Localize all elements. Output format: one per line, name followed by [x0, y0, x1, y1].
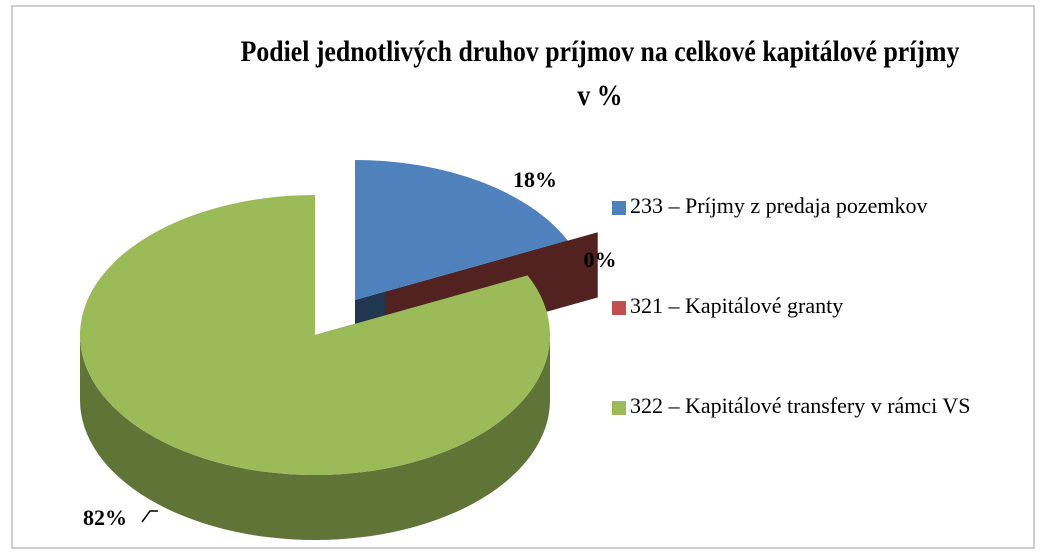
data-label: 0%: [584, 247, 617, 272]
slice-side: [80, 335, 550, 540]
legend-label: 233 – Príjmy z predaja pozemkov: [630, 193, 928, 218]
legend-label: 322 – Kapitálové transfery v rámci VS: [630, 393, 971, 418]
pie-slice: [385, 232, 598, 292]
leader-line: [141, 510, 158, 523]
legend-label: 321 – Kapitálové granty: [630, 293, 843, 318]
legend-swatch: [612, 201, 626, 215]
data-label: 18%: [513, 167, 557, 192]
legend-swatch: [612, 401, 626, 415]
pie-slice: [79, 195, 550, 475]
data-label: 82%: [83, 505, 127, 530]
chart-title: Podiel jednotlivých druhov príjmov na ce…: [240, 35, 960, 112]
pie-slice: [355, 160, 568, 300]
legend-swatch: [612, 301, 626, 315]
